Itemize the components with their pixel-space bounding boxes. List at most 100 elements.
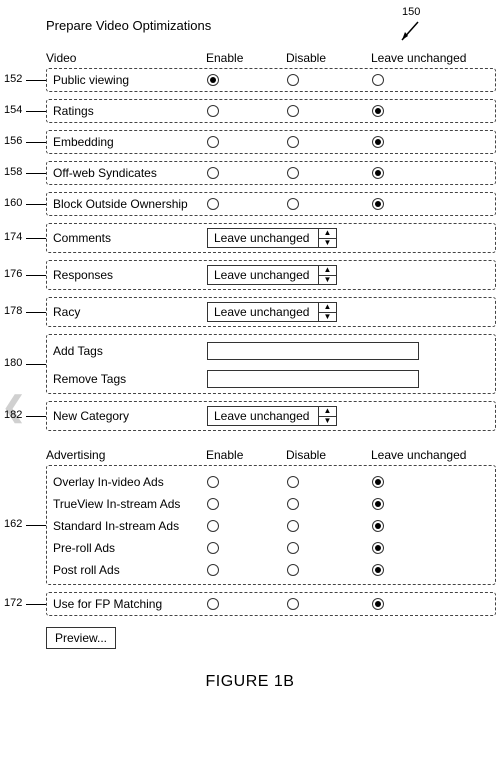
- fp-leave-radio[interactable]: [372, 598, 384, 610]
- ad-leave-radio[interactable]: [372, 542, 384, 554]
- selrow-label: Responses: [53, 268, 207, 282]
- disable-radio[interactable]: [287, 136, 299, 148]
- ref-182: 182: [4, 409, 22, 421]
- ad-enable-radio[interactable]: [207, 476, 219, 488]
- ref-178: 178: [4, 305, 22, 317]
- ad-row: TrueView In-stream Ads: [53, 493, 489, 515]
- selrow-select[interactable]: Leave unchanged▲▼: [207, 228, 337, 248]
- enable-radio[interactable]: [207, 136, 219, 148]
- ad-disable-radio[interactable]: [287, 542, 299, 554]
- disable-radio[interactable]: [287, 74, 299, 86]
- spinner-up-icon[interactable]: ▲: [319, 266, 336, 275]
- ad-label: Standard In-stream Ads: [53, 519, 207, 533]
- figure-caption: FIGURE 1B: [8, 673, 492, 691]
- ad-label: TrueView In-stream Ads: [53, 497, 207, 511]
- ref-156: 156: [4, 135, 22, 147]
- ad-label: Post roll Ads: [53, 563, 207, 577]
- ad-disable-radio[interactable]: [287, 520, 299, 532]
- fp-box: Use for FP Matching: [46, 592, 496, 616]
- ref-152: 152: [4, 73, 22, 85]
- tags-box: Add Tags Remove Tags: [46, 334, 496, 394]
- enable-radio[interactable]: [207, 167, 219, 179]
- fp-label: Use for FP Matching: [53, 597, 207, 611]
- selrow-1: ResponsesLeave unchanged▲▼: [46, 260, 496, 290]
- ad-leave-radio[interactable]: [372, 498, 384, 510]
- ref-160: 160: [4, 197, 22, 209]
- ad-enable-radio[interactable]: [207, 520, 219, 532]
- ref-162: 162: [4, 518, 22, 530]
- disable-radio[interactable]: [287, 167, 299, 179]
- selrow-label: Comments: [53, 231, 207, 245]
- leave-radio[interactable]: [372, 136, 384, 148]
- new-category-label: New Category: [53, 409, 207, 423]
- ad-row: Overlay In-video Ads: [53, 471, 489, 493]
- advertising-header: Advertising Enable Disable Leave unchang…: [46, 448, 496, 462]
- leave-radio[interactable]: [372, 167, 384, 179]
- ad-enable-radio[interactable]: [207, 564, 219, 576]
- ref-158: 158: [4, 166, 22, 178]
- video-header: Video Enable Disable Leave unchanged: [46, 51, 496, 65]
- ad-enable-radio[interactable]: [207, 498, 219, 510]
- col-enable: Enable: [206, 51, 286, 65]
- leave-radio[interactable]: [372, 74, 384, 86]
- ad-label: Pre-roll Ads: [53, 541, 207, 555]
- ad-leave-radio[interactable]: [372, 564, 384, 576]
- spinner-down-icon[interactable]: ▼: [319, 312, 336, 322]
- spinner-down-icon[interactable]: ▼: [319, 275, 336, 285]
- row-4: Block Outside Ownership: [46, 192, 496, 216]
- page-title: Prepare Video Optimizations: [46, 18, 492, 33]
- spinner-up-icon[interactable]: ▲: [319, 229, 336, 238]
- spinner-up-icon[interactable]: ▲: [319, 407, 336, 416]
- ad-leave-radio[interactable]: [372, 476, 384, 488]
- row-3: Off-web Syndicates: [46, 161, 496, 185]
- enable-radio[interactable]: [207, 198, 219, 210]
- spinner-up-icon[interactable]: ▲: [319, 303, 336, 312]
- spinner-down-icon[interactable]: ▼: [319, 238, 336, 248]
- fp-disable-radio[interactable]: [287, 598, 299, 610]
- ad-row: Standard In-stream Ads: [53, 515, 489, 537]
- new-category-select[interactable]: Leave unchanged ▲▼: [207, 406, 337, 426]
- remove-tags-label: Remove Tags: [53, 372, 207, 386]
- ad-row: Pre-roll Ads: [53, 537, 489, 559]
- col-advertising: Advertising: [46, 448, 206, 462]
- fp-enable-radio[interactable]: [207, 598, 219, 610]
- row-label: Off-web Syndicates: [53, 166, 207, 180]
- remove-tags-input[interactable]: [207, 370, 419, 388]
- ref-150: 150: [402, 6, 420, 18]
- ad-disable-radio[interactable]: [287, 476, 299, 488]
- arrow-icon: [394, 18, 424, 48]
- ref-180: 180: [4, 357, 22, 369]
- selrow-select[interactable]: Leave unchanged▲▼: [207, 265, 337, 285]
- ref-176: 176: [4, 268, 22, 280]
- selrow-0: CommentsLeave unchanged▲▼: [46, 223, 496, 253]
- row-2: Embedding: [46, 130, 496, 154]
- add-tags-input[interactable]: [207, 342, 419, 360]
- preview-button[interactable]: Preview...: [46, 627, 116, 649]
- enable-radio[interactable]: [207, 105, 219, 117]
- ad-enable-radio[interactable]: [207, 542, 219, 554]
- ref-154: 154: [4, 104, 22, 116]
- row-label: Block Outside Ownership: [53, 197, 207, 211]
- col-disable: Disable: [286, 51, 371, 65]
- selrow-select[interactable]: Leave unchanged▲▼: [207, 302, 337, 322]
- row-label: Ratings: [53, 104, 207, 118]
- col-leave: Leave unchanged: [371, 51, 491, 65]
- selrow-2: RacyLeave unchanged▲▼: [46, 297, 496, 327]
- selrow-label: Racy: [53, 305, 207, 319]
- spinner-down-icon[interactable]: ▼: [319, 416, 336, 426]
- row-label: Public viewing: [53, 73, 207, 87]
- leave-radio[interactable]: [372, 198, 384, 210]
- add-tags-label: Add Tags: [53, 344, 207, 358]
- col-video: Video: [46, 51, 206, 65]
- disable-radio[interactable]: [287, 198, 299, 210]
- ad-row: Post roll Ads: [53, 559, 489, 581]
- advertising-box: Overlay In-video Ads TrueView In-stream A…: [46, 465, 496, 585]
- enable-radio[interactable]: [207, 74, 219, 86]
- ad-leave-radio[interactable]: [372, 520, 384, 532]
- row-1: Ratings: [46, 99, 496, 123]
- ad-disable-radio[interactable]: [287, 564, 299, 576]
- ref-172: 172: [4, 597, 22, 609]
- ad-disable-radio[interactable]: [287, 498, 299, 510]
- leave-radio[interactable]: [372, 105, 384, 117]
- disable-radio[interactable]: [287, 105, 299, 117]
